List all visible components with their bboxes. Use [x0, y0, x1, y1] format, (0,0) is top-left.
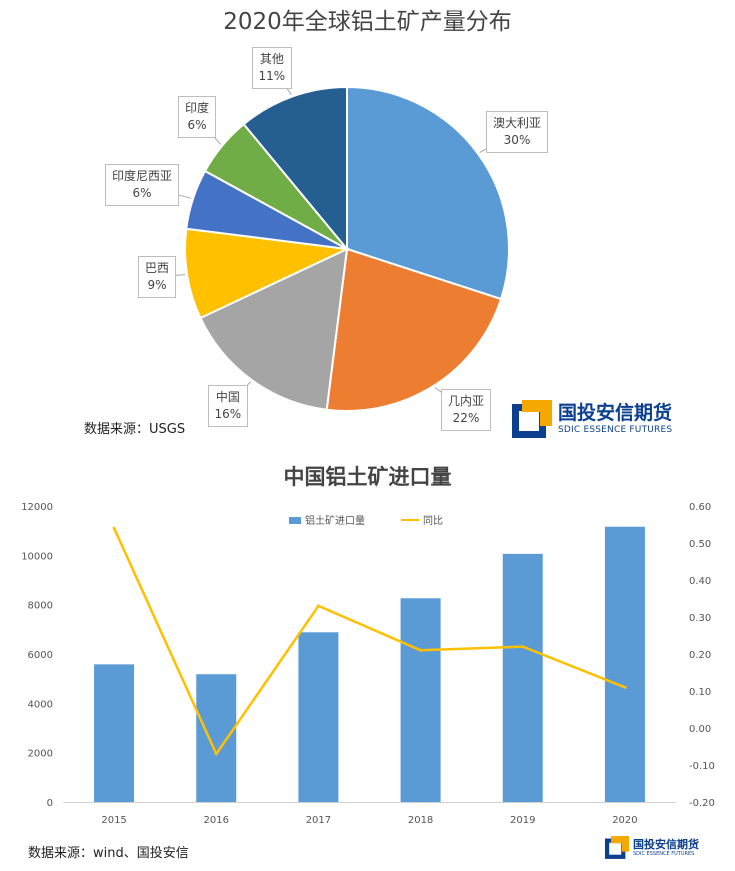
x-tick-label: 2019 — [510, 815, 535, 826]
bar-2020 — [604, 526, 645, 802]
pie-label-5: 印度尼西亚 6% — [105, 164, 180, 206]
y-left-tick-label: 8000 — [28, 601, 53, 612]
company-logo-small: 国投安信期货 SDIC ESSENCE FUTURES — [605, 836, 699, 859]
bar-2017 — [298, 632, 339, 802]
logo-name-en: SDIC ESSENCE FUTURES — [558, 425, 673, 435]
pie-label-value: 6% — [187, 118, 207, 132]
pie-slice-2 — [325, 247, 503, 412]
x-tick-label: 2018 — [408, 815, 433, 826]
pie-label-6: 印度 6% — [178, 96, 217, 138]
pie-label-4: 巴西 9% — [138, 256, 177, 298]
legend-line-label: 同比 — [423, 515, 443, 527]
yoy-point-2015 — [112, 526, 116, 530]
y-left-tick-label: 4000 — [28, 699, 53, 710]
y-right-tick-label: -0.20 — [689, 798, 715, 809]
pie-label-value: 30% — [503, 133, 531, 147]
pie-label-name: 巴西 — [145, 261, 170, 275]
pie-label-3: 中国 16% — [207, 385, 249, 427]
pie-label-value: 11% — [258, 69, 286, 83]
logo-mark-icon — [512, 400, 552, 438]
x-tick-label: 2017 — [306, 815, 331, 826]
x-tick-label: 2020 — [612, 815, 637, 826]
bar-2016 — [196, 674, 237, 802]
pie-slice-7 — [242, 85, 348, 252]
pie-slice-1 — [346, 85, 510, 301]
pie-chart — [141, 67, 518, 412]
bar-chart-title: 中国铝土矿进口量 — [283, 465, 452, 489]
pie-label-name: 澳大利亚 — [493, 116, 542, 130]
legend-bar-swatch — [289, 517, 301, 524]
pie-label-name: 印度尼西亚 — [112, 169, 173, 183]
y-left-tick-label: 6000 — [28, 650, 53, 661]
pie-label-2: 几内亚 22% — [441, 389, 492, 431]
chart-legend: 铝土矿进口量 同比 — [289, 514, 443, 527]
bar-chart-panel: 中国铝土矿进口量 铝土矿进口量 同比 0 2000 4000 6000 8000 1000… — [0, 455, 735, 871]
yoy-point-2017 — [316, 604, 320, 608]
pie-chart-title: 2020年全球铝土矿产量分布 — [223, 9, 512, 35]
pie-slice-4 — [184, 227, 351, 320]
bar-2018 — [400, 598, 441, 802]
bar-2019 — [502, 553, 543, 802]
bar-line-chart: 铝土矿进口量 同比 0 2000 4000 6000 8000 10000 12000 -0… — [21, 502, 715, 826]
pie-label-value: 6% — [132, 186, 152, 200]
logo-name-cn: 国投安信期货 — [633, 837, 699, 851]
yoy-point-2016 — [214, 752, 218, 756]
y-right-tick-label: 0.00 — [689, 724, 711, 735]
bar-2015 — [94, 664, 135, 802]
logo-name-en: SDIC ESSENCE FUTURES — [633, 850, 695, 857]
y-left-tick-label: 10000 — [21, 551, 53, 562]
pie-slice-3 — [199, 247, 349, 411]
bar-source-note: 数据来源：wind、国投安信 — [28, 846, 189, 861]
logo-mark-icon — [605, 836, 629, 859]
x-tick-label: 2016 — [204, 815, 229, 826]
pie-source-note: 数据来源：USGS — [84, 422, 186, 437]
yoy-point-2018 — [419, 648, 423, 652]
y-left-tick-label: 12000 — [21, 502, 53, 513]
x-tick-label: 2015 — [101, 815, 126, 826]
y-right-tick-label: 0.10 — [689, 687, 711, 698]
pie-chart-panel: 2020年全球铝土矿产量分布 澳大利亚 30% 几内亚 22% 中国 16% 巴西 9% 印度尼… — [84, 9, 672, 438]
pie-label-7: 其他 11% — [251, 47, 293, 89]
pie-label-1: 澳大利亚 30% — [486, 111, 549, 153]
legend-bar-label: 铝土矿进口量 — [305, 514, 365, 527]
pie-label-name: 中国 — [215, 390, 240, 404]
yoy-point-2020 — [623, 685, 627, 689]
pie-label-value: 9% — [147, 278, 167, 292]
y-right-tick-label: -0.10 — [689, 761, 715, 772]
y-right-tick-label: 0.40 — [689, 576, 711, 587]
pie-label-name: 印度 — [185, 101, 210, 115]
pie-label-name: 几内亚 — [448, 394, 485, 408]
pie-label-value: 22% — [452, 411, 480, 425]
company-logo: 国投安信期货 SDIC ESSENCE FUTURES — [512, 400, 672, 438]
yoy-line-series — [112, 527, 626, 756]
y-right-tick-label: 0.60 — [689, 502, 711, 513]
yoy-point-2019 — [521, 645, 525, 649]
y-right-tick-label: 0.20 — [689, 650, 711, 661]
logo-name-cn: 国投安信期货 — [558, 402, 673, 424]
y-left-tick-label: 2000 — [28, 749, 53, 760]
pie-label-name: 其他 — [259, 52, 284, 66]
pie-label-value: 16% — [214, 407, 242, 421]
y-right-tick-label: 0.50 — [689, 539, 711, 550]
y-left-tick-label: 0 — [47, 798, 53, 809]
y-right-tick-label: 0.30 — [689, 613, 711, 624]
